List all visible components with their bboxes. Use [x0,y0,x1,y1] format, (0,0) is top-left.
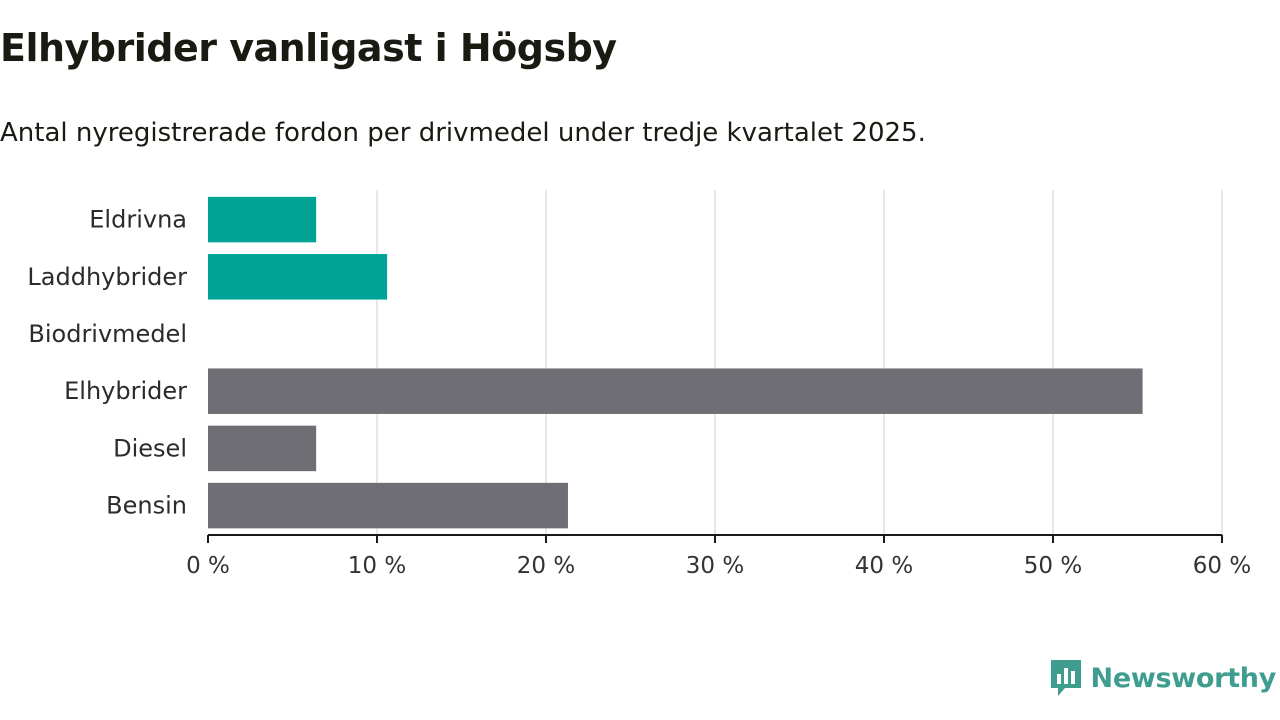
category-label: Eldrivna [89,206,187,234]
bar-diesel [208,425,317,472]
brand-logo: Newsworthy [1049,658,1276,698]
bar-elhybrider [208,368,1143,414]
x-tick-label: 50 % [1024,553,1082,579]
x-axis: 0 % 10 % 20 % 30 % 40 % 50 % 60 % [186,534,1251,579]
chart-title: Elhybrider vanligast i Högsby [0,26,617,70]
gridlines [376,190,1223,535]
category-label: Elhybrider [64,377,187,405]
x-tick-label: 0 % [186,553,230,579]
bar-laddhybrider [208,254,388,300]
x-tick-label: 20 % [517,553,575,579]
category-label: Diesel [113,434,187,462]
category-label: Biodrivmedel [28,320,187,348]
chart-subtitle: Antal nyregistrerade fordon per drivmede… [0,118,926,148]
bar-bensin [208,482,568,529]
x-tick-label: 60 % [1193,553,1251,579]
category-labels: Eldrivna Laddhybrider Biodrivmedel Elhybrid… [27,206,187,520]
newsworthy-logo-icon [1050,660,1081,696]
category-label: Bensin [106,492,187,520]
category-label: Laddhybrider [27,263,187,291]
bars [208,196,1143,529]
bar-eldrivna [208,196,317,243]
x-tick-label: 10 % [348,553,406,579]
brand-name: Newsworthy [1090,662,1277,694]
x-tick-label: 40 % [855,553,913,579]
x-tick-label: 30 % [686,553,744,579]
